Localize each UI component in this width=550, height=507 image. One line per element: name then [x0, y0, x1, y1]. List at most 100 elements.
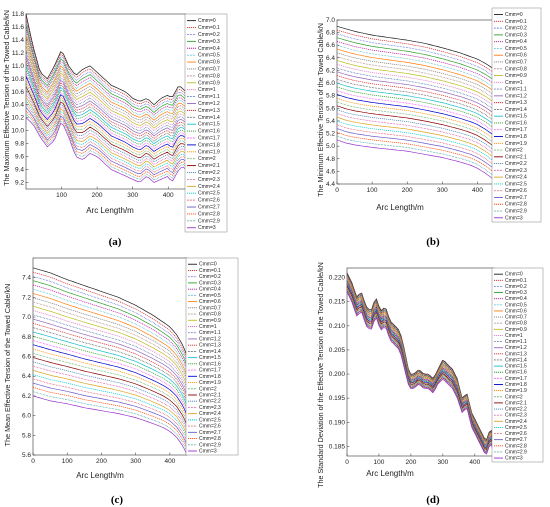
y-tick-label: 0.195	[329, 395, 346, 402]
series-line-7	[25, 38, 187, 124]
series-line-4	[336, 41, 496, 86]
x-tick-label: 400	[163, 192, 174, 199]
legend-entry: Cmm=1.9	[505, 388, 527, 394]
series-line-11	[25, 51, 187, 134]
series-line-24	[25, 96, 187, 168]
legend-entry: Cmm=2.6	[199, 424, 221, 430]
legend-entry: Cmm=2.5	[505, 181, 527, 187]
y-tick-label: 6.8	[22, 334, 31, 341]
series-line-25	[32, 374, 188, 439]
legend-entry: Cmm=2.9	[505, 209, 527, 215]
series-line-23	[336, 113, 496, 156]
series-line-24	[32, 369, 188, 436]
panel-a-y-label: The Maximum Effective Tension of the Tow…	[2, 10, 11, 186]
legend-entry: Cmm=0.3	[199, 280, 221, 286]
legend-entry: Cmm=0.3	[198, 39, 220, 45]
series-line-30	[32, 395, 188, 456]
legend-entry: Cmm=0.7	[199, 305, 221, 311]
legend-entry: Cmm=1	[199, 324, 217, 330]
panel-a-series	[25, 13, 187, 183]
series-line-13	[32, 322, 188, 400]
series-line-30	[346, 291, 495, 457]
legend-entry: Cmm=3	[505, 215, 523, 221]
legend-entry: Cmm=0.1	[505, 19, 527, 25]
x-tick-label: 300	[130, 458, 141, 465]
legend-entry: Cmm=1.3	[505, 100, 527, 106]
legend-entry: Cmm=1.8	[198, 142, 220, 148]
series-line-11	[336, 67, 496, 112]
panel-c-y-label: The Mean Effective Tension of the Towed …	[3, 284, 12, 447]
panel-d-x-label: Arc Length/m	[366, 469, 414, 478]
series-line-19	[25, 79, 187, 155]
legend-entry: Cmm=2.4	[199, 411, 221, 417]
legend-entry: Cmm=1.7	[199, 368, 221, 374]
series-line-7	[32, 297, 188, 380]
series-line-28	[25, 110, 187, 178]
series-line-12	[336, 71, 496, 115]
x-tick-label: 300	[437, 187, 448, 194]
series-line-0	[25, 13, 187, 106]
legend-entry: Cmm=0.5	[505, 46, 527, 52]
legend-entry: Cmm=2	[199, 386, 217, 392]
series-line-21	[336, 105, 496, 148]
series-line-2	[336, 33, 496, 79]
panel-b-plot-frame	[336, 19, 496, 185]
panel-c-caption: (c)	[111, 494, 124, 506]
legend-entry: Cmm=1.1	[505, 87, 527, 93]
series-line-9	[32, 305, 188, 387]
y-tick-label: 9.2	[15, 180, 24, 187]
series-line-1	[346, 273, 495, 443]
legend-entry: Cmm=2.2	[198, 170, 220, 176]
series-line-17	[336, 90, 496, 134]
legend-entry: Cmm=0.2	[198, 32, 220, 38]
legend-entry: Cmm=1.6	[198, 129, 220, 135]
legend-entry: Cmm=0.6	[199, 299, 221, 305]
legend-box	[185, 257, 239, 456]
panel-c-x-label: Arc Length/m	[76, 471, 124, 480]
x-tick-label: 200	[96, 458, 107, 465]
panel-b-caption: (b)	[426, 236, 440, 248]
legend-entry: Cmm=2.2	[505, 407, 527, 413]
series-line-16	[25, 69, 187, 147]
y-tick-label: 6.8	[326, 30, 335, 37]
legend-entry: Cmm=0.3	[505, 32, 527, 38]
series-line-14	[25, 62, 187, 142]
x-tick-label: 100	[62, 458, 73, 465]
x-tick-label: 300	[437, 459, 448, 466]
y-tick-label: 7.4	[22, 275, 31, 282]
legend-entry: Cmm=1	[198, 87, 216, 93]
legend-entry: Cmm=2.9	[198, 218, 220, 224]
y-tick-label: 4.6	[326, 168, 335, 175]
legend-entry: Cmm=2.8	[505, 202, 527, 208]
series-line-9	[336, 60, 496, 104]
x-tick-label: 400	[472, 187, 483, 194]
x-tick-label: 0	[335, 187, 339, 194]
legend-entry: Cmm=0.7	[505, 59, 527, 65]
y-tick-label: 9.6	[15, 154, 24, 161]
y-tick-label: 7.0	[22, 314, 31, 321]
series-line-6	[25, 34, 187, 121]
legend-entry: Cmm=0	[505, 12, 523, 18]
y-tick-label: 11.8	[12, 11, 25, 18]
series-line-15	[25, 65, 187, 145]
series-line-27	[32, 382, 188, 446]
series-line-12	[25, 55, 187, 137]
x-tick-label: 300	[127, 192, 138, 199]
series-line-6	[336, 48, 496, 93]
legend-entry: Cmm=0.4	[505, 296, 527, 302]
legend-entry: Cmm=2	[505, 394, 523, 400]
panel-b: Arc Length/m The Minimum Effective Tensi…	[316, 7, 542, 248]
legend-entry: Cmm=0.9	[505, 73, 527, 79]
series-line-1	[25, 17, 187, 108]
legend-entry: Cmm=0.5	[199, 293, 221, 299]
series-line-19	[336, 97, 496, 141]
x-tick-label: 200	[402, 187, 413, 194]
y-tick-label: 10.2	[11, 115, 24, 122]
y-tick-label: 6.2	[326, 67, 335, 74]
series-line-15	[336, 82, 496, 126]
series-line-28	[336, 131, 496, 174]
legend-entry: Cmm=0.9	[199, 318, 221, 324]
legend-entry: Cmm=1.2	[198, 101, 220, 107]
legend-entry: Cmm=2.3	[505, 413, 527, 419]
legend-entry: Cmm=2.4	[505, 419, 527, 425]
